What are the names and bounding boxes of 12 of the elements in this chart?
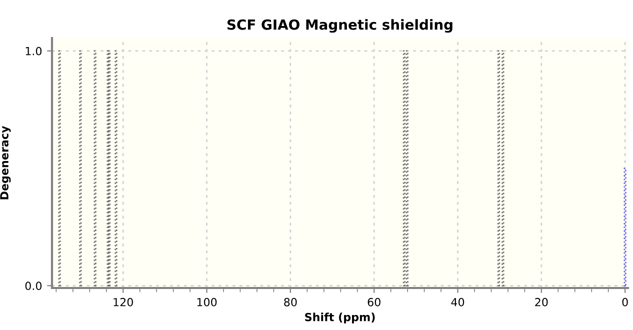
y-tick-label: 0.0	[25, 282, 42, 290]
chart-title: SCF GIAO Magnetic shielding	[227, 19, 452, 33]
y-tick-label: 1.0	[26, 46, 42, 56]
x-tick-label: 20	[535, 298, 548, 306]
y-axis-title: Degeneracy	[0, 126, 11, 200]
x-tick-label: 100	[197, 298, 217, 306]
x-tick-label: 60	[368, 298, 380, 306]
x-tick-label: 40	[451, 298, 464, 306]
x-tick-label: 0	[622, 298, 628, 306]
x-tick-label: 80	[284, 298, 297, 306]
x-tick-label: 120	[114, 298, 133, 306]
x-axis-title: Shift (ppm)	[305, 312, 375, 324]
